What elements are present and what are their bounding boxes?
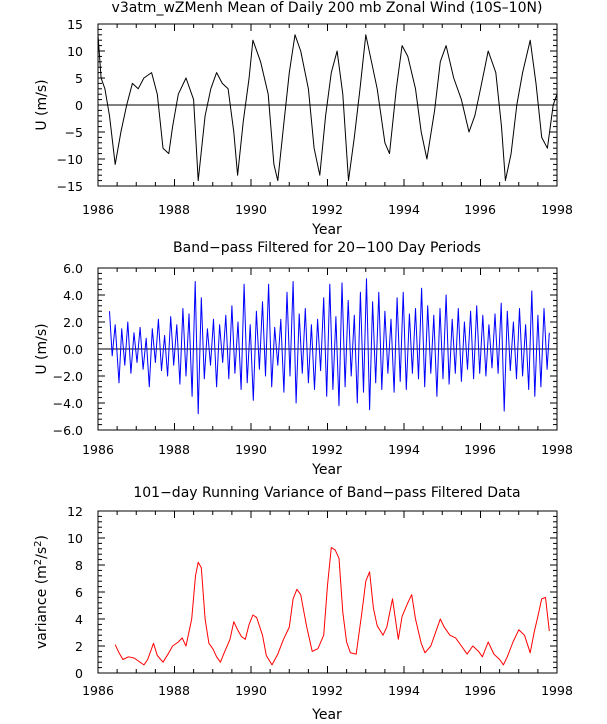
y-tick-label: −4.0	[53, 396, 83, 411]
series-line	[109, 278, 550, 415]
x-tick-label: 1998	[541, 683, 573, 698]
x-axis-label: Year	[311, 222, 342, 238]
x-tick-label: 1998	[541, 202, 573, 217]
y-tick-label: 0	[75, 98, 83, 113]
x-tick-label: 1992	[311, 683, 343, 698]
y-tick-label: 0	[75, 666, 83, 681]
y-label-superscript: 2	[33, 559, 44, 565]
x-tick-label: 1988	[158, 683, 190, 698]
y-tick-label: 2.0	[63, 315, 83, 330]
y-tick-label: 15	[67, 17, 83, 32]
x-tick-labels: 1986 1988 1990 1992 1994 1996 1998	[82, 683, 573, 698]
panel-raw-wind: v3atm_wZMenh Mean of Daily 200 mb Zonal …	[34, 0, 573, 238]
x-axis-label: Year	[311, 707, 342, 723]
x-tick-label: 1994	[388, 202, 420, 217]
x-tick-label: 1986	[82, 202, 114, 217]
y-tick-label: 5	[75, 71, 83, 86]
y-tick-label: −5	[65, 125, 83, 140]
x-tick-labels: 1986 1988 1990 1992 1994 1996 1998	[82, 202, 573, 217]
y-axis-label: U (m/s)	[34, 79, 50, 130]
y-axis-label: U (m/s)	[34, 323, 50, 374]
chart-title: v3atm_wZMenh Mean of Daily 200 mb Zonal …	[112, 0, 543, 16]
y-label-part: )	[34, 535, 50, 540]
x-tick-label: 1988	[158, 442, 190, 457]
y-tick-label: −2.0	[53, 369, 83, 384]
x-tick-label: 1990	[235, 442, 267, 457]
y-tick-label: 6.0	[63, 261, 83, 276]
series-line	[114, 547, 550, 666]
y-label-part: /s	[34, 547, 50, 559]
x-tick-label: 1990	[235, 202, 267, 217]
plot-frame	[97, 23, 558, 187]
x-tick-label: 1992	[311, 442, 343, 457]
x-tick-label: 1992	[311, 202, 343, 217]
y-axis-label: variance (m2/s2)	[33, 535, 50, 649]
y-tick-label: −6.0	[53, 423, 83, 438]
y-tick-label: 0.0	[63, 342, 83, 357]
y-tick-label: 4.0	[63, 288, 83, 303]
chart-title: Band−pass Filtered for 20−100 Day Period…	[173, 240, 481, 256]
x-tick-label: 1994	[388, 683, 420, 698]
y-tick-label: 2	[75, 639, 83, 654]
x-tick-label: 1990	[235, 683, 267, 698]
x-tick-label: 1996	[464, 202, 496, 217]
data-series	[114, 547, 550, 666]
y-tick-label: −15	[57, 179, 83, 194]
data-series	[109, 278, 550, 415]
series-line	[97, 34, 558, 182]
plot-frame	[97, 510, 558, 674]
x-tick-label: 1996	[464, 442, 496, 457]
panel-running-variance: 101−day Running Variance of Band−pass Fi…	[33, 485, 573, 723]
x-tick-label: 1988	[158, 202, 190, 217]
y-tick-labels: 0 2 4 6 8 10 12	[67, 504, 83, 681]
data-series	[97, 34, 558, 182]
plot-frame	[97, 267, 558, 431]
x-tick-label: 1986	[82, 683, 114, 698]
y-tick-labels: −15 −10 −5 0 5 10 15	[57, 17, 83, 194]
y-tick-label: 4	[75, 612, 83, 627]
y-tick-label: 6	[75, 585, 83, 600]
x-tick-label: 1986	[82, 442, 114, 457]
x-tick-label: 1994	[388, 442, 420, 457]
y-label-part: variance (m	[34, 565, 50, 649]
y-tick-label: 10	[67, 531, 83, 546]
x-tick-label: 1996	[464, 683, 496, 698]
y-tick-labels: −6.0 −4.0 −2.0 0.0 2.0 4.0 6.0	[53, 261, 83, 438]
panel-band-pass: Band−pass Filtered for 20−100 Day Period…	[34, 240, 573, 478]
chart-title: 101−day Running Variance of Band−pass Fi…	[133, 485, 520, 501]
y-tick-label: 10	[67, 44, 83, 59]
x-axis-label: Year	[311, 462, 342, 478]
x-tick-labels: 1986 1988 1990 1992 1994 1996 1998	[82, 442, 573, 457]
y-tick-label: 12	[67, 504, 83, 519]
y-label-superscript: 2	[33, 540, 44, 546]
x-tick-label: 1998	[541, 442, 573, 457]
y-tick-label: −10	[57, 152, 83, 167]
y-tick-label: 8	[75, 558, 83, 573]
tick-marks	[97, 510, 558, 674]
